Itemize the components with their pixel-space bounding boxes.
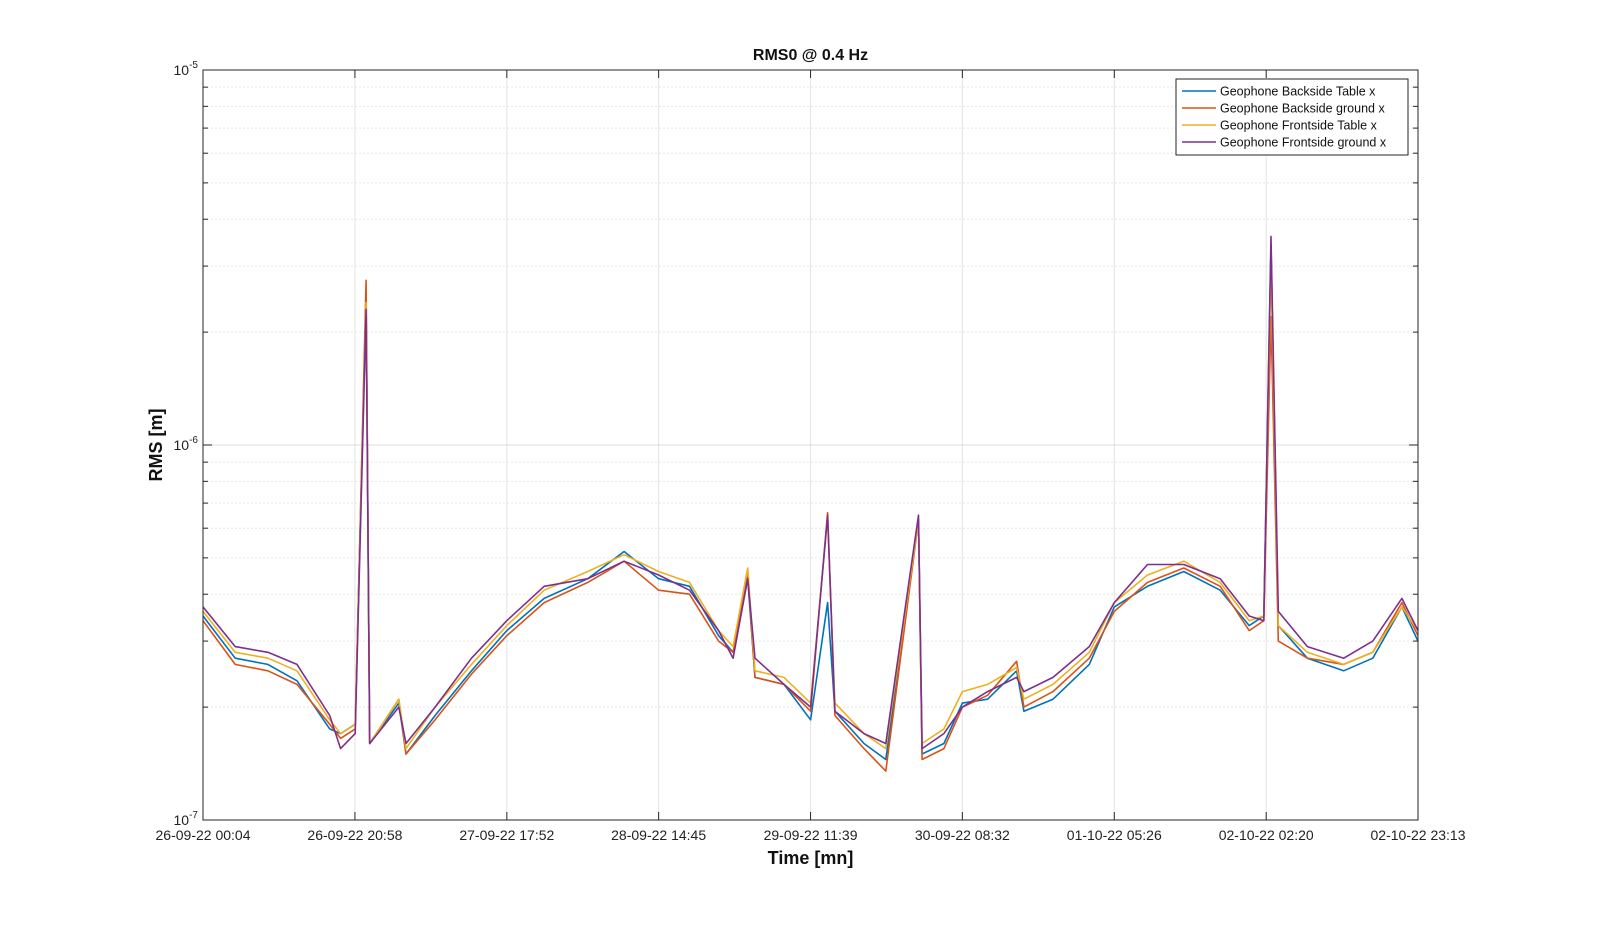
x-tick-label: 02-10-22 23:13 bbox=[1371, 827, 1466, 843]
ticks-layer: 26-09-22 00:04 26-09-22 20:58 27-09-22 17:… bbox=[156, 60, 1466, 843]
y-tick-label: 10-5 bbox=[174, 60, 199, 78]
x-tick-label: 01-10-22 05:26 bbox=[1067, 827, 1162, 843]
x-tick-label: 28-09-22 14:45 bbox=[611, 827, 706, 843]
x-tick-label: 26-09-22 00:04 bbox=[156, 827, 251, 843]
y-tick-label: 10-6 bbox=[174, 435, 199, 453]
legend-label: Geophone Frontside ground x bbox=[1220, 136, 1387, 150]
x-tick-label: 30-09-22 08:32 bbox=[915, 827, 1010, 843]
legend-label: Geophone Backside Table x bbox=[1220, 85, 1376, 99]
legend: Geophone Backside Table x Geophone Backsi… bbox=[1175, 78, 1409, 156]
legend-label: Geophone Frontside Table x bbox=[1220, 119, 1378, 133]
x-tick-label: 29-09-22 11:39 bbox=[764, 827, 858, 843]
x-axis-label: Time [mn] bbox=[768, 848, 854, 868]
series-layer bbox=[202, 235, 1419, 772]
x-tick-label: 27-09-22 17:52 bbox=[459, 827, 554, 843]
x-tick-label: 02-10-22 02:20 bbox=[1219, 827, 1314, 843]
y-axis-label: RMS [m] bbox=[146, 409, 166, 482]
series-line-4 bbox=[202, 235, 1419, 750]
legend-label: Geophone Backside ground x bbox=[1220, 102, 1385, 116]
y-tick-label: 10-7 bbox=[174, 810, 199, 828]
chart-title: RMS0 @ 0.4 Hz bbox=[753, 47, 868, 64]
x-tick-label: 26-09-22 20:58 bbox=[307, 827, 402, 843]
